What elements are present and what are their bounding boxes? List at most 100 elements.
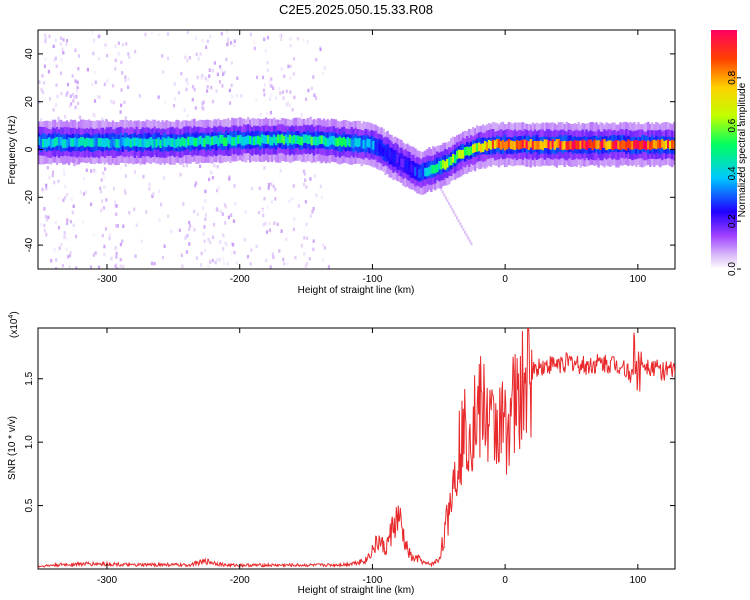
spectrogram-ridge-cell [51,138,55,148]
spectrogram-ridge-cell [338,136,341,146]
spectrogram-speckle [188,242,191,246]
spectrogram-speckle [66,221,69,226]
spectrogram-ridge-cell [111,136,115,146]
spectrogram-speckle [214,260,217,265]
spectrogram-speckle [268,221,271,226]
spectrogram-tail [451,207,454,211]
spectrogram-ridge-cell [432,164,435,174]
y-tick-label: -20 [24,190,35,205]
spectrogram-ridge-cell [553,141,556,150]
spectrogram-speckle [292,227,295,232]
spectrogram-ridge-cell [483,141,487,150]
spectrogram-speckle [41,187,44,192]
spectrogram-speckle [230,61,233,65]
spectrogram-ridge-cell [589,139,592,149]
spectrogram-speckle [57,179,60,184]
spectrogram-speckle [266,205,269,210]
spectrogram-speckle [66,255,70,259]
spectrogram-speckle [98,34,101,38]
spectrogram-speckle [153,261,156,266]
spectrogram-speckle [253,46,256,51]
spectrogram-speckle [303,172,306,176]
spectrogram-speckle [193,227,196,232]
spectrogram-ridge-cell [402,158,405,168]
spectrogram-ridge-cell [440,160,443,170]
spectrogram-ridge-cell [454,154,457,164]
spectrogram-ridge-cell [366,138,369,148]
spectrogram-speckle [263,93,266,97]
spectrogram-ridge-cell [81,137,85,146]
spectrogram-speckle [315,58,318,62]
spectrogram-speckle [213,61,216,65]
spectrogram-ridge-cell [79,137,83,146]
spectrogram-ridge-cell [493,140,497,149]
spectrogram-speckle [44,214,47,219]
spectrogram-speckle [183,108,186,112]
spectrogram-speckle [112,84,115,88]
spectrogram-speckle [110,99,113,104]
spectrogram-ridge-cell [65,139,69,148]
spectrogram-ridge-cell [617,140,620,150]
spectrogram-ridge-cell [464,147,467,156]
spectrogram-speckle [272,255,275,259]
y-tick-label: -40 [24,237,35,252]
spectrogram-ridge-cell [408,161,411,171]
spectrogram-ridge-cell [503,141,507,151]
spectrogram-speckle [44,57,47,61]
spectrogram-speckle [61,47,64,52]
snr-frame [37,327,676,570]
spectrogram-ridge-cell [647,140,650,150]
spectrogram-ridge-cell [119,138,122,147]
spectrogram-ridge-cell [649,141,652,151]
spectrogram-speckle [106,79,109,83]
spectrogram-speckle [108,236,111,241]
colorbar-gradient [711,30,737,269]
spectrogram-ridge-cell [211,136,214,146]
spectrogram-ridge-cell [631,141,634,150]
spectrogram-ridge-cell [205,135,208,145]
spectrogram-speckle [219,240,222,244]
spectrogram-speckle [235,261,238,265]
spectrogram-speckle [80,190,83,194]
spectrogram-ridge-cell [547,140,550,149]
spectrogram-ridge-cell [517,140,521,150]
spectrogram-speckle [117,41,120,45]
spectrogram-speckle [289,76,292,80]
spectrogram-speckle [112,100,115,105]
spectrogram-ridge-cell [633,140,636,149]
spectrogram-speckle [216,72,219,77]
snr-x-ticks: -300 -200 -100 0 100 [97,328,647,586]
spectrogram-speckle [266,111,269,116]
spectrogram-speckle [64,114,67,119]
spectrogram-speckle [191,85,195,89]
spectrogram-ridge-cell [426,167,429,177]
spectrogram-ridge-cell [394,153,397,162]
spectrogram-speckle [270,200,273,204]
spectrogram-speckle [216,257,219,262]
spectrogram-speckle [296,37,299,41]
spectrogram-ridge-cell [239,134,242,144]
spectrogram-speckle [305,185,308,189]
spectrogram-ridge-cell [113,138,116,148]
spectrogram-ridge-cell [627,139,630,148]
spectrogram-speckle [134,254,137,258]
spectrogram-speckle [204,199,207,203]
spectrogram-ridge-cell [280,134,284,143]
spectrogram-tail [468,239,471,243]
colorbar-tick-label: 0.2 [727,214,738,228]
spectrogram-ridge-cell [615,140,618,149]
spectrogram-ridge-cell [583,140,586,149]
spectrogram-ridge-cell [434,164,437,174]
spectrogram-ridge-cell [404,160,407,170]
spectrogram-speckle [249,32,252,37]
spectrogram-speckle [181,264,184,268]
spectrogram-speckle [124,191,127,195]
spectrogram-ridge-cell [93,137,97,147]
spectrogram-speckle [302,169,305,174]
spectrogram-speckle [211,176,214,180]
spectrogram-ridge-cell [157,137,160,146]
spectrogram-ridge-cell [63,139,67,148]
spectrogram-speckle [113,200,116,204]
spectrogram-ridge-cell [193,137,196,147]
spectrogram-speckle [47,69,50,74]
